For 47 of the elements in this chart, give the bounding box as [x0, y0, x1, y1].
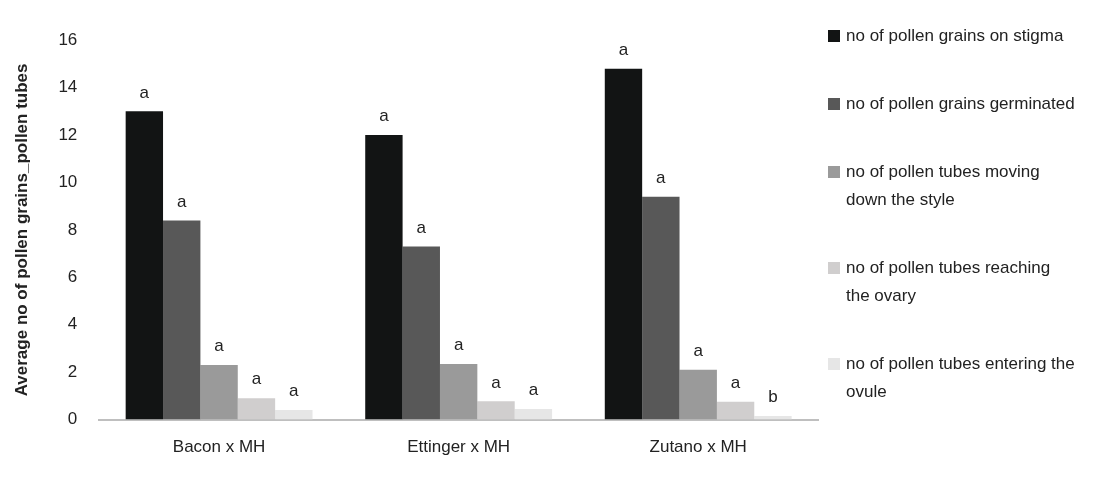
- legend-label: no of pollen grains on stigma: [846, 25, 1064, 47]
- y-tick-label: 16: [58, 29, 78, 49]
- bar: [275, 410, 313, 420]
- bar: [200, 365, 238, 420]
- y-tick-label: 6: [67, 267, 78, 287]
- y-tick-label: 2: [67, 361, 78, 381]
- y-tick-label: 10: [58, 172, 78, 192]
- bar: [439, 363, 478, 420]
- legend-label: no of pollen tubes entering the ovule: [846, 353, 1076, 403]
- y-tick-label: 14: [58, 77, 78, 97]
- x-tick-label: Bacon x MH: [172, 437, 266, 457]
- bar: [163, 220, 201, 420]
- data-label: a: [379, 106, 390, 126]
- bar: [237, 398, 276, 420]
- data-label: a: [251, 369, 262, 389]
- data-label: a: [176, 191, 187, 211]
- y-tick-label: 0: [67, 409, 78, 429]
- data-label: a: [656, 167, 667, 187]
- data-label: b: [768, 387, 778, 407]
- y-axis-title: Average no of pollen grains_pollen tubes: [11, 63, 31, 397]
- legend-label: no of pollen tubes moving down the style: [846, 161, 1041, 211]
- bar: [514, 408, 553, 420]
- legend-label: no of pollen grains germinated: [846, 93, 1075, 115]
- data-label: a: [453, 335, 464, 355]
- bar: [125, 111, 164, 420]
- data-label: a: [491, 372, 502, 392]
- data-label: a: [214, 336, 225, 356]
- bar: [477, 401, 515, 420]
- bar: [642, 196, 680, 420]
- bar: [716, 401, 755, 420]
- data-label: a: [289, 381, 300, 401]
- bar: [604, 68, 643, 420]
- bar: [365, 135, 403, 420]
- data-label: a: [416, 217, 427, 237]
- y-tick-label: 4: [67, 314, 78, 334]
- data-label: a: [618, 39, 629, 59]
- data-label: a: [730, 373, 741, 392]
- y-tick-label: 8: [67, 219, 78, 239]
- data-label: a: [139, 82, 150, 102]
- x-tick-label: Ettinger x MH: [407, 437, 511, 457]
- data-label: a: [693, 340, 704, 360]
- y-tick-label: 12: [58, 124, 78, 144]
- data-label: a: [528, 380, 539, 400]
- bar: [679, 369, 717, 420]
- legend-label: no of pollen tubes reaching the ovary: [846, 257, 1052, 307]
- bar: [402, 246, 440, 420]
- x-tick-label: Zutano x MH: [649, 437, 747, 457]
